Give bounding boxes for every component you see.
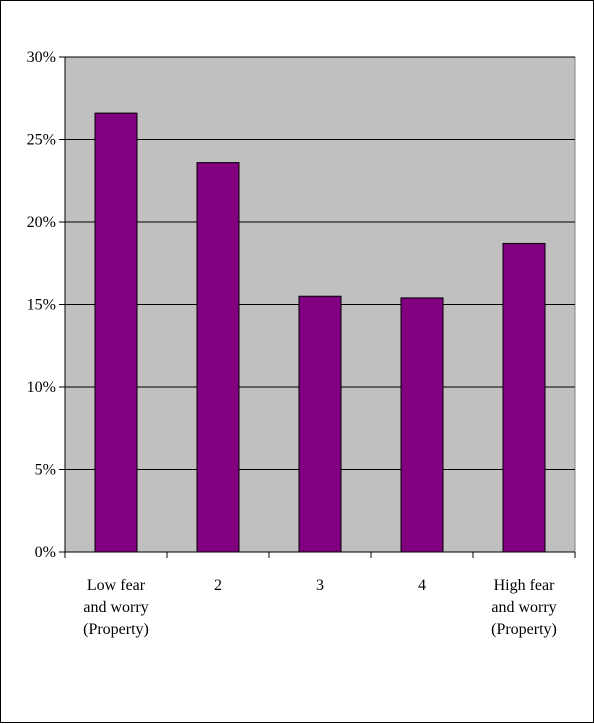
y-tick-label: 20% xyxy=(27,214,56,231)
x-tick-label-line: (Property) xyxy=(491,621,557,638)
x-tick-label: Low fear and worry (Property) xyxy=(83,577,149,638)
y-tick-label: 30% xyxy=(27,49,56,66)
x-tick-label-line: 4 xyxy=(418,577,426,594)
x-tick-label-line: and worry xyxy=(83,599,148,616)
y-tick-label: 5% xyxy=(35,462,56,479)
bar xyxy=(94,112,138,553)
y-tick-label: 10% xyxy=(27,379,56,396)
x-tick-label: 3 xyxy=(316,577,324,594)
y-tick-label: 0% xyxy=(35,544,56,561)
y-tick-label: 15% xyxy=(27,297,56,314)
bar xyxy=(502,242,546,553)
x-tick-label-line: 3 xyxy=(316,577,324,594)
bars xyxy=(94,112,546,553)
x-tick-label-line: 2 xyxy=(214,577,222,594)
x-axis-ticks: Low fear and worry (Property) 2 3 4 High fear a… xyxy=(64,552,576,638)
bar xyxy=(298,295,342,553)
y-axis-ticks: 0% 5% 10% 15% 20% 25% 30% xyxy=(27,49,65,561)
gridlines xyxy=(65,56,575,470)
x-tick-label: 4 xyxy=(418,577,426,594)
y-tick-label: 25% xyxy=(27,132,56,149)
x-tick-label-line: and worry xyxy=(491,599,556,616)
x-tick-label-line: Low fear xyxy=(87,577,146,594)
x-tick-label-line: (Property) xyxy=(83,621,149,638)
x-tick-label-line: High fear xyxy=(494,577,556,594)
x-tick-label: 2 xyxy=(214,577,222,594)
bar xyxy=(196,162,240,553)
x-tick-label: High fear and worry (Property) xyxy=(491,577,557,638)
bar xyxy=(400,297,444,553)
